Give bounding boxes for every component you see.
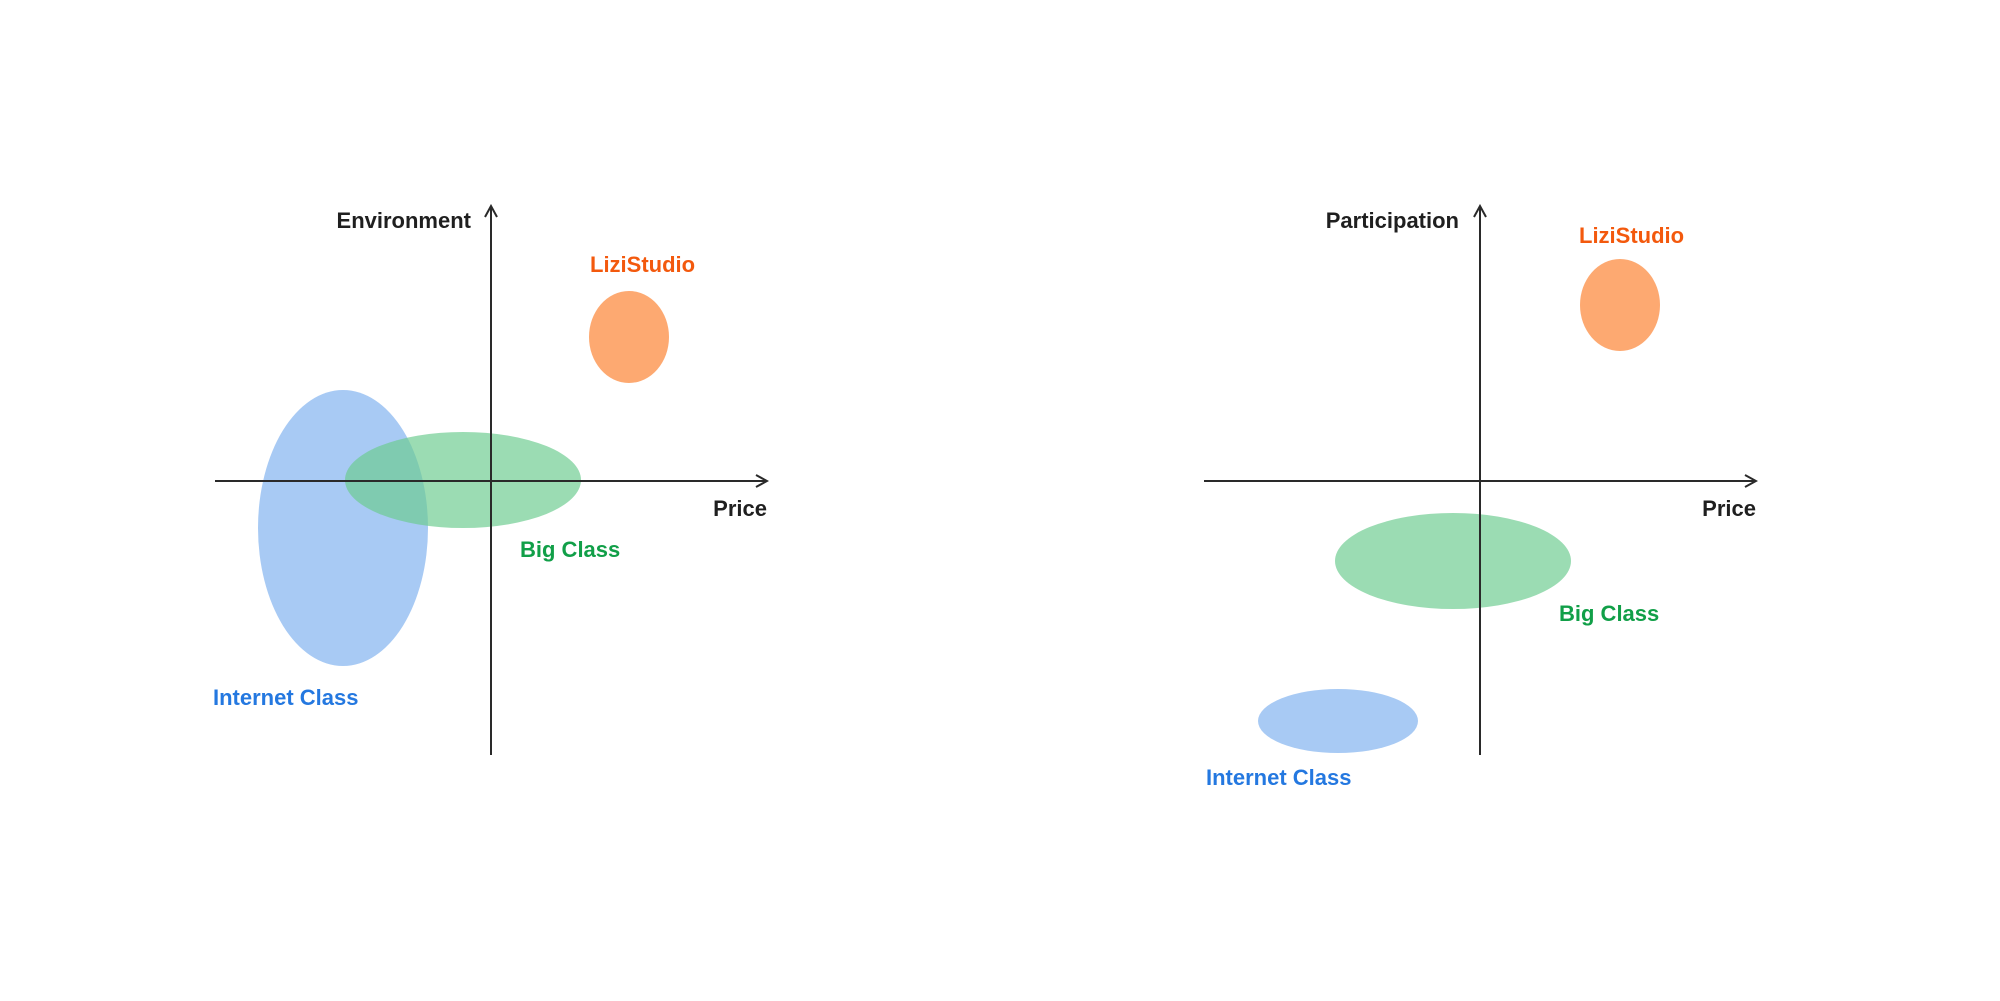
- y-axis-label: Environment: [337, 208, 472, 233]
- big-class-label: Big Class: [1559, 601, 1659, 626]
- diagram-right: Participation Price LiziStudio Big Class…: [1204, 206, 1756, 790]
- internet-class-region: [258, 390, 428, 666]
- y-axis-label: Participation: [1326, 208, 1459, 233]
- internet-class-label: Internet Class: [1206, 765, 1352, 790]
- lizistudio-region: [1580, 259, 1660, 351]
- x-axis-label: Price: [713, 496, 767, 521]
- internet-class-label: Internet Class: [213, 685, 359, 710]
- lizistudio-label: LiziStudio: [590, 252, 695, 277]
- big-class-region: [1335, 513, 1571, 609]
- big-class-label: Big Class: [520, 537, 620, 562]
- lizistudio-label: LiziStudio: [1579, 223, 1684, 248]
- diagram-left: Environment Price LiziStudio Big Class I…: [213, 206, 767, 755]
- x-axis-label: Price: [1702, 496, 1756, 521]
- internet-class-region: [1258, 689, 1418, 753]
- lizistudio-region: [589, 291, 669, 383]
